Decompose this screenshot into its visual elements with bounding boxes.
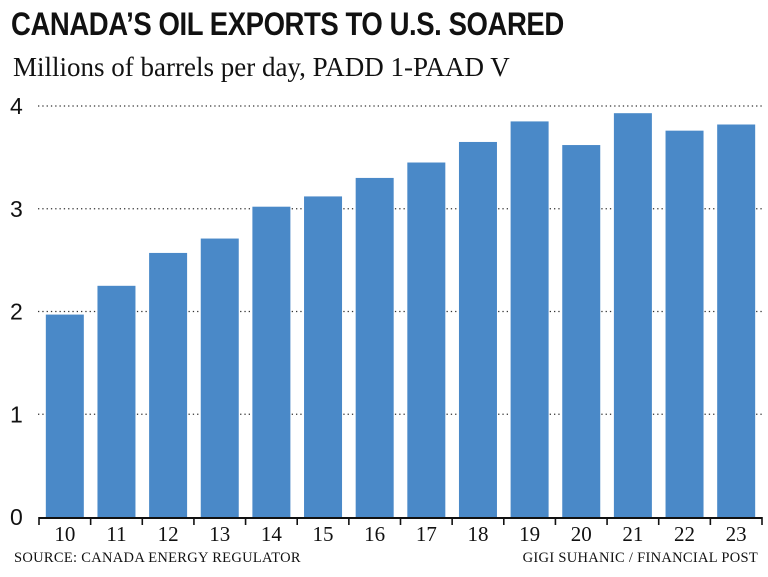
x-tick-labels: 10 11 12 13 14 15 16 17 18 19 20 21 22 23: [54, 522, 746, 546]
gridlines: [38, 105, 762, 415]
bar: [665, 130, 704, 517]
bar: [252, 206, 291, 517]
bar: [304, 196, 343, 518]
y-tick-label: 1: [10, 401, 23, 427]
x-tick-label: 17: [416, 522, 437, 546]
x-tick-label: 19: [519, 522, 540, 546]
credit-note: GIGI SUHANIC / FINANCIAL POST: [522, 550, 758, 566]
bar: [458, 141, 497, 517]
source-note: SOURCE: CANADA ENERGY REGULATOR: [14, 550, 301, 566]
y-tick-label: 3: [10, 196, 23, 222]
bar: [149, 252, 188, 517]
bar: [407, 162, 446, 517]
x-tick-label: 22: [674, 522, 695, 546]
bar: [613, 113, 652, 517]
x-tick-label: 18: [467, 522, 488, 546]
bar: [200, 238, 239, 518]
x-tick-label: 21: [622, 522, 643, 546]
chart-title: CANADA’S OIL EXPORTS TO U.S. SOARED: [11, 6, 564, 42]
x-tick-label: 16: [364, 522, 385, 546]
bar: [45, 314, 84, 517]
y-tick-label: 0: [10, 504, 23, 530]
x-axis: [38, 517, 763, 525]
x-tick-label: 23: [726, 522, 747, 546]
bar: [97, 285, 136, 517]
bar: [717, 124, 756, 518]
x-tick-label: 15: [313, 522, 334, 546]
y-tick-labels: 0 1 2 3 4: [10, 93, 23, 530]
y-tick-label: 4: [10, 93, 23, 119]
x-tick-label: 11: [106, 522, 126, 546]
chart-subtitle: Millions of barrels per day, PADD 1-PAAD…: [13, 52, 510, 82]
bar: [510, 121, 549, 517]
bar: [355, 177, 394, 518]
x-tick-label: 12: [158, 522, 179, 546]
x-tick-label: 10: [54, 522, 75, 546]
x-tick-label: 20: [571, 522, 592, 546]
bars: [45, 113, 756, 518]
bar: [562, 145, 601, 518]
y-tick-label: 2: [10, 299, 23, 325]
x-tick-label: 14: [261, 522, 283, 546]
x-tick-label: 13: [209, 522, 230, 546]
